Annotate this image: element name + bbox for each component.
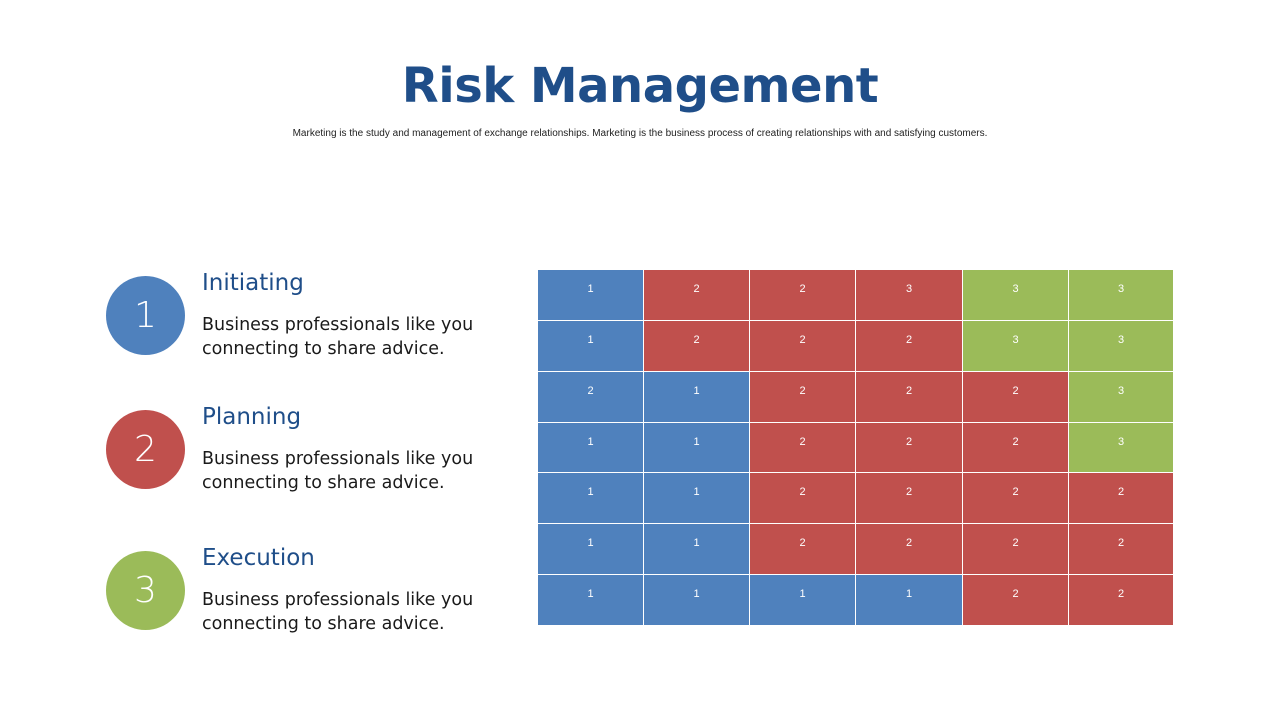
matrix-cell: 2 — [856, 422, 963, 474]
step-execution: 3 Execution Business professionals like … — [106, 545, 526, 641]
matrix-cell: 2 — [1069, 524, 1174, 576]
step-number-circle: 1 — [106, 276, 185, 355]
matrix-cell: 3 — [1069, 371, 1174, 423]
matrix-cell: 2 — [750, 320, 856, 372]
matrix-cell: 2 — [963, 422, 1069, 474]
matrix-cell: 2 — [963, 524, 1069, 576]
matrix-cell: 2 — [750, 473, 856, 525]
matrix-cell: 1 — [644, 575, 750, 627]
matrix-cell: 1 — [644, 371, 750, 423]
step-initiating: 1 Initiating Business professionals like… — [106, 270, 526, 366]
page-subtitle: Marketing is the study and management of… — [292, 128, 988, 139]
matrix-cell: 3 — [963, 270, 1069, 321]
matrix-cell: 1 — [538, 270, 644, 321]
matrix-cell: 2 — [856, 473, 963, 525]
step-title: Initiating — [202, 270, 304, 296]
step-description: Business professionals like you connecti… — [202, 449, 474, 493]
matrix-cell: 1 — [538, 422, 644, 474]
matrix-cell: 1 — [644, 524, 750, 576]
matrix-cell: 1 — [538, 320, 644, 372]
matrix-cell: 2 — [856, 524, 963, 576]
matrix-cell: 2 — [750, 422, 856, 474]
matrix-cell: 2 — [856, 320, 963, 372]
matrix-cell: 2 — [963, 371, 1069, 423]
matrix-cell: 3 — [1069, 320, 1174, 372]
matrix-cell: 1 — [644, 473, 750, 525]
matrix-cell: 2 — [644, 320, 750, 372]
step-number-circle: 3 — [106, 551, 185, 630]
matrix-cell: 1 — [644, 422, 750, 474]
matrix-cell: 3 — [856, 270, 963, 321]
matrix-cell: 2 — [750, 524, 856, 576]
matrix-cell: 2 — [1069, 473, 1174, 525]
matrix-cell: 3 — [1069, 270, 1174, 321]
step-planning: 2 Planning Business professionals like y… — [106, 404, 526, 500]
step-number-circle: 2 — [106, 410, 185, 489]
matrix-cell: 2 — [1069, 575, 1174, 627]
matrix-cell: 2 — [856, 371, 963, 423]
matrix-cell: 2 — [644, 270, 750, 321]
step-description: Business professionals like you connecti… — [202, 590, 474, 634]
matrix-cell: 2 — [963, 473, 1069, 525]
matrix-cell: 3 — [1069, 422, 1174, 474]
matrix-cell: 1 — [538, 473, 644, 525]
matrix-cell: 2 — [750, 270, 856, 321]
matrix-cell: 2 — [963, 575, 1069, 627]
matrix-cell: 1 — [538, 524, 644, 576]
matrix-cell: 2 — [538, 371, 644, 423]
step-description: Business professionals like you connecti… — [202, 315, 474, 359]
matrix-cell: 1 — [856, 575, 963, 627]
matrix-cell: 1 — [538, 575, 644, 627]
page-title: Risk Management — [401, 58, 879, 114]
matrix-cell: 1 — [750, 575, 856, 627]
matrix-cell: 3 — [963, 320, 1069, 372]
step-title: Execution — [202, 545, 315, 571]
matrix-cell: 2 — [750, 371, 856, 423]
step-title: Planning — [202, 404, 302, 430]
